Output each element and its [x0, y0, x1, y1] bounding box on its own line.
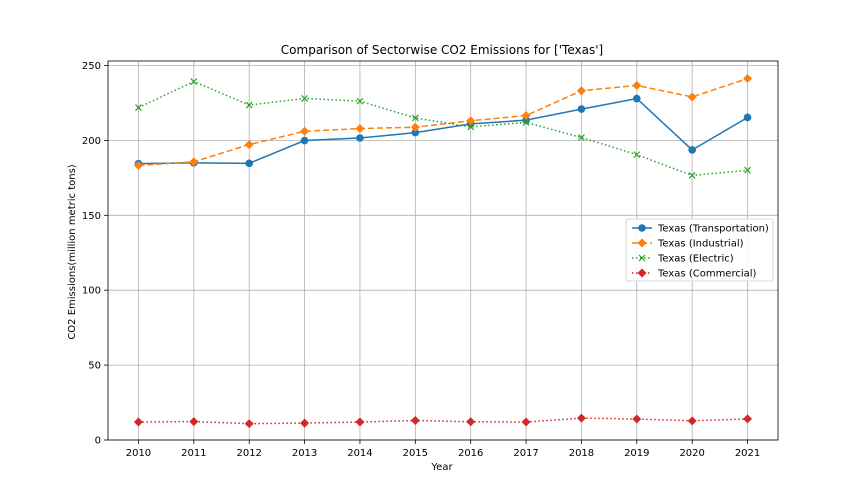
- chart-title: Comparison of Sectorwise CO2 Emissions f…: [281, 43, 603, 57]
- x-tick-label: 2011: [181, 448, 206, 459]
- data-point: [743, 113, 752, 122]
- data-point: [687, 92, 697, 102]
- data-point: [190, 78, 198, 85]
- x-tick-label: 2010: [126, 448, 151, 459]
- x-tick-label: 2019: [624, 448, 649, 459]
- data-point: [576, 86, 586, 96]
- data-point: [521, 417, 531, 427]
- x-tick-label: 2012: [236, 448, 261, 459]
- y-tick-label: 250: [82, 61, 101, 72]
- series-layer: [133, 74, 753, 429]
- y-tick-label: 0: [95, 436, 101, 447]
- data-point: [467, 123, 475, 131]
- legend-label: Texas (Transportation): [657, 224, 769, 235]
- data-point: [300, 418, 310, 428]
- legend: Texas (Transportation) Texas (Industrial)…: [625, 218, 774, 282]
- data-point: [133, 160, 143, 170]
- data-point: [244, 419, 254, 429]
- data-point: [743, 414, 753, 424]
- plot-frame: [107, 60, 779, 441]
- data-point: [356, 97, 364, 105]
- series-3: [133, 413, 753, 429]
- data-point: [576, 413, 586, 423]
- data-point: [411, 114, 419, 122]
- legend-marker: [638, 224, 646, 232]
- data-point: [355, 124, 365, 134]
- legend-marker: [638, 254, 646, 262]
- data-point: [301, 95, 308, 102]
- x-tick-label: 2018: [569, 448, 594, 459]
- data-point: [355, 417, 365, 427]
- x-tick-label: 2020: [679, 448, 704, 459]
- data-point: [633, 151, 641, 159]
- x-axis-label: Year: [430, 462, 453, 473]
- series-1: [133, 74, 753, 170]
- x-tick-label: 2017: [513, 448, 538, 459]
- series-line: [138, 77, 748, 167]
- x-tick-label: 2015: [403, 448, 428, 459]
- series-line: [138, 417, 748, 425]
- data-point: [356, 134, 364, 142]
- data-point: [245, 159, 253, 168]
- series-line: [138, 97, 748, 165]
- y-tick-label: 50: [88, 361, 101, 372]
- data-point: [578, 134, 585, 141]
- data-point: [135, 104, 142, 112]
- series-2: [135, 78, 751, 179]
- data-point: [300, 126, 310, 136]
- x-tick-label: 2014: [347, 448, 372, 459]
- y-tick-label: 200: [82, 136, 101, 147]
- x-tick-label: 2016: [458, 448, 483, 459]
- data-point: [577, 105, 586, 113]
- data-point: [687, 416, 697, 426]
- legend-label: Texas (Electric): [657, 254, 734, 265]
- legend-marker: [637, 268, 647, 278]
- x-tick-label: 2013: [292, 448, 317, 459]
- data-point: [133, 417, 143, 427]
- data-point: [189, 157, 199, 167]
- data-point: [633, 94, 641, 103]
- data-point: [300, 136, 309, 145]
- data-point: [410, 416, 420, 426]
- data-point: [521, 111, 531, 121]
- data-point: [743, 74, 753, 84]
- data-point: [410, 122, 420, 132]
- data-point: [632, 80, 642, 90]
- legend-marker: [637, 238, 647, 248]
- data-point: [744, 166, 751, 174]
- data-point: [688, 172, 696, 179]
- legend-label: Texas (Commercial): [657, 269, 757, 280]
- x-tick-label: 2021: [735, 448, 760, 459]
- data-point: [522, 118, 530, 126]
- data-point: [466, 116, 476, 126]
- data-point: [244, 140, 254, 150]
- legend-box: [625, 218, 774, 282]
- data-point: [688, 146, 696, 154]
- axes: 2010 2011 2012 2013 2014 2015 2016 2017 2018 2019…: [82, 60, 779, 459]
- legend-label: Texas (Industrial): [657, 239, 744, 250]
- y-tick-label: 100: [82, 286, 101, 297]
- data-point: [466, 417, 476, 427]
- y-tick-label: 150: [82, 211, 101, 222]
- y-axis-label: CO2 Emissions(million metric tons): [67, 164, 78, 339]
- data-point: [245, 101, 253, 109]
- data-point: [189, 417, 199, 427]
- data-point: [632, 414, 642, 424]
